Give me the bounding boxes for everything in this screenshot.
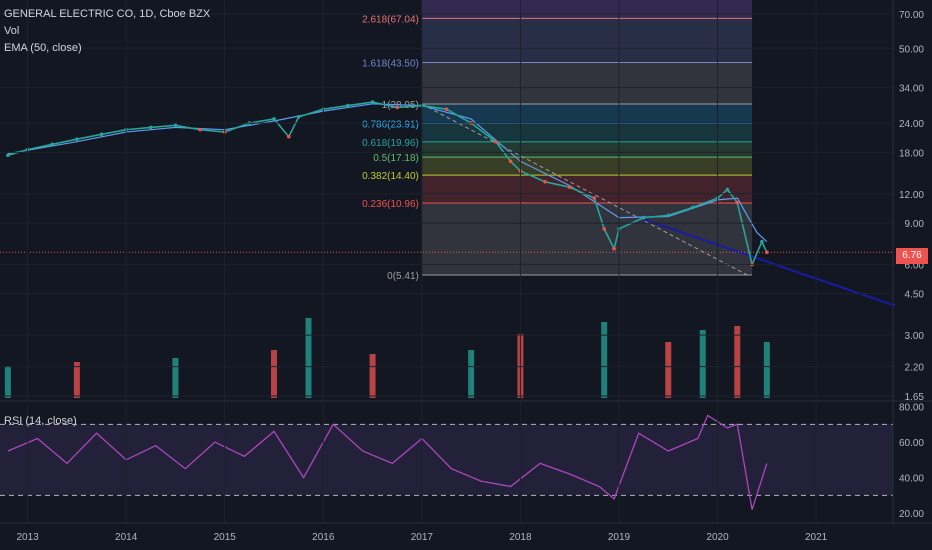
- last-price-tag: 6.76: [896, 248, 928, 264]
- symbol-legend: GENERAL ELECTRIC CO, 1D, Cboe BZX: [4, 8, 211, 20]
- volume-bar: [468, 350, 475, 398]
- price-point: [444, 107, 449, 112]
- price-point: [760, 239, 764, 244]
- fib-level-label: 0.382(14.40): [362, 171, 419, 182]
- price-point: [508, 159, 513, 164]
- fib-band: [421, 103, 753, 124]
- price-point: [602, 227, 607, 231]
- price-point: [592, 196, 597, 200]
- fib-level-label: 0.786(23.91): [362, 119, 419, 130]
- volume-bar: [734, 326, 741, 398]
- fib-band: [421, 157, 753, 176]
- time-tick-label: 2013: [16, 532, 39, 543]
- time-tick-label: 2018: [509, 532, 532, 543]
- volume-legend: Vol: [4, 25, 20, 37]
- fib-level-label: 0.5(17.18): [373, 153, 419, 164]
- time-tick-label: 2016: [312, 532, 335, 543]
- price-tick-label: 1.65: [905, 392, 925, 403]
- volume-bar: [699, 330, 706, 398]
- fib-level-label: 1(28.95): [382, 100, 419, 111]
- price-point: [691, 205, 695, 210]
- volume-bar: [73, 362, 80, 398]
- price-point: [286, 134, 291, 139]
- price-point: [666, 213, 671, 218]
- price-point: [370, 100, 375, 104]
- price-point: [567, 185, 572, 189]
- fib-level-label: 1.618(43.50): [362, 58, 419, 69]
- price-point: [493, 139, 498, 144]
- time-tick-label: 2014: [115, 532, 138, 543]
- price-tick-label: 50.00: [899, 44, 924, 55]
- rsi-tick-label: 60.00: [899, 438, 924, 449]
- price-point: [198, 127, 202, 132]
- rsi-legend: RSI (14, close): [4, 415, 77, 427]
- time-tick-label: 2015: [214, 532, 237, 543]
- price-tick-label: 6.00: [905, 260, 925, 271]
- volume-bar: [4, 366, 11, 398]
- volume-bar: [763, 342, 770, 398]
- fib-level-label: 0.618(19.96): [362, 138, 419, 149]
- time-tick-label: 2021: [805, 532, 828, 543]
- fib-band: [421, 62, 753, 104]
- fib-band: [421, 18, 753, 63]
- price-tick-label: 2.20: [905, 363, 925, 374]
- price-point: [543, 179, 547, 184]
- volume-bar: [601, 322, 608, 398]
- price-point: [173, 123, 178, 128]
- price-tick-label: 34.00: [899, 84, 924, 95]
- price-point: [725, 187, 730, 192]
- rsi-band-fill: [0, 424, 893, 496]
- price-tick-label: 18.00: [899, 148, 924, 159]
- price-point: [272, 117, 276, 121]
- time-tick-label: 2020: [706, 532, 729, 543]
- price-point: [6, 153, 10, 158]
- price-point: [765, 250, 769, 255]
- volume-bar: [271, 350, 278, 398]
- price-point: [75, 137, 79, 141]
- price-tick-label: 3.00: [905, 331, 925, 342]
- price-pane[interactable]: 2.618(67.04) 1.618(43.50) 1(28.95) 0.786(23…: [0, 0, 896, 307]
- price-point: [346, 103, 350, 108]
- fib-band: [421, 141, 753, 158]
- price-point: [149, 125, 153, 130]
- fib-band-top: [421, 0, 753, 19]
- volume-bar: [369, 354, 376, 398]
- price-tick-label: 70.00: [899, 10, 924, 21]
- price-point: [612, 246, 616, 251]
- ema-legend: EMA (50, close): [4, 42, 82, 54]
- price-point: [641, 215, 646, 220]
- rsi-pane[interactable]: [0, 400, 932, 510]
- time-tick-label: 2017: [411, 532, 434, 543]
- price-point: [296, 115, 301, 119]
- ema-line: [7, 103, 768, 243]
- fib-level-label: 0.236(10.96): [362, 199, 419, 210]
- price-tick-label: 9.00: [905, 219, 925, 230]
- volume-bar: [172, 358, 179, 398]
- price-point: [50, 142, 55, 147]
- price-point: [395, 105, 400, 110]
- rsi-line: [7, 414, 768, 510]
- fib-level-label: 0(5.41): [387, 271, 419, 282]
- fib-band: [421, 175, 753, 204]
- trend-line: [638, 216, 896, 307]
- fib-band: [421, 203, 753, 275]
- fib-level-label: 2.618(67.04): [362, 14, 419, 25]
- price-point: [735, 200, 740, 205]
- volume-pane: [4, 318, 770, 398]
- price-tick-label: 12.00: [899, 190, 924, 201]
- fib-band: [421, 123, 753, 142]
- rsi-tick-label: 20.00: [899, 509, 924, 520]
- time-tick-label: 2019: [608, 532, 631, 543]
- price-point: [99, 132, 104, 137]
- price-tick-label: 24.00: [899, 119, 924, 130]
- price-tick-label: 4.50: [905, 290, 925, 301]
- rsi-tick-label: 80.00: [899, 403, 924, 414]
- volume-bar: [305, 318, 312, 398]
- volume-bar: [665, 342, 672, 398]
- fib-trend-line: [421, 103, 748, 276]
- rsi-tick-label: 40.00: [899, 474, 924, 485]
